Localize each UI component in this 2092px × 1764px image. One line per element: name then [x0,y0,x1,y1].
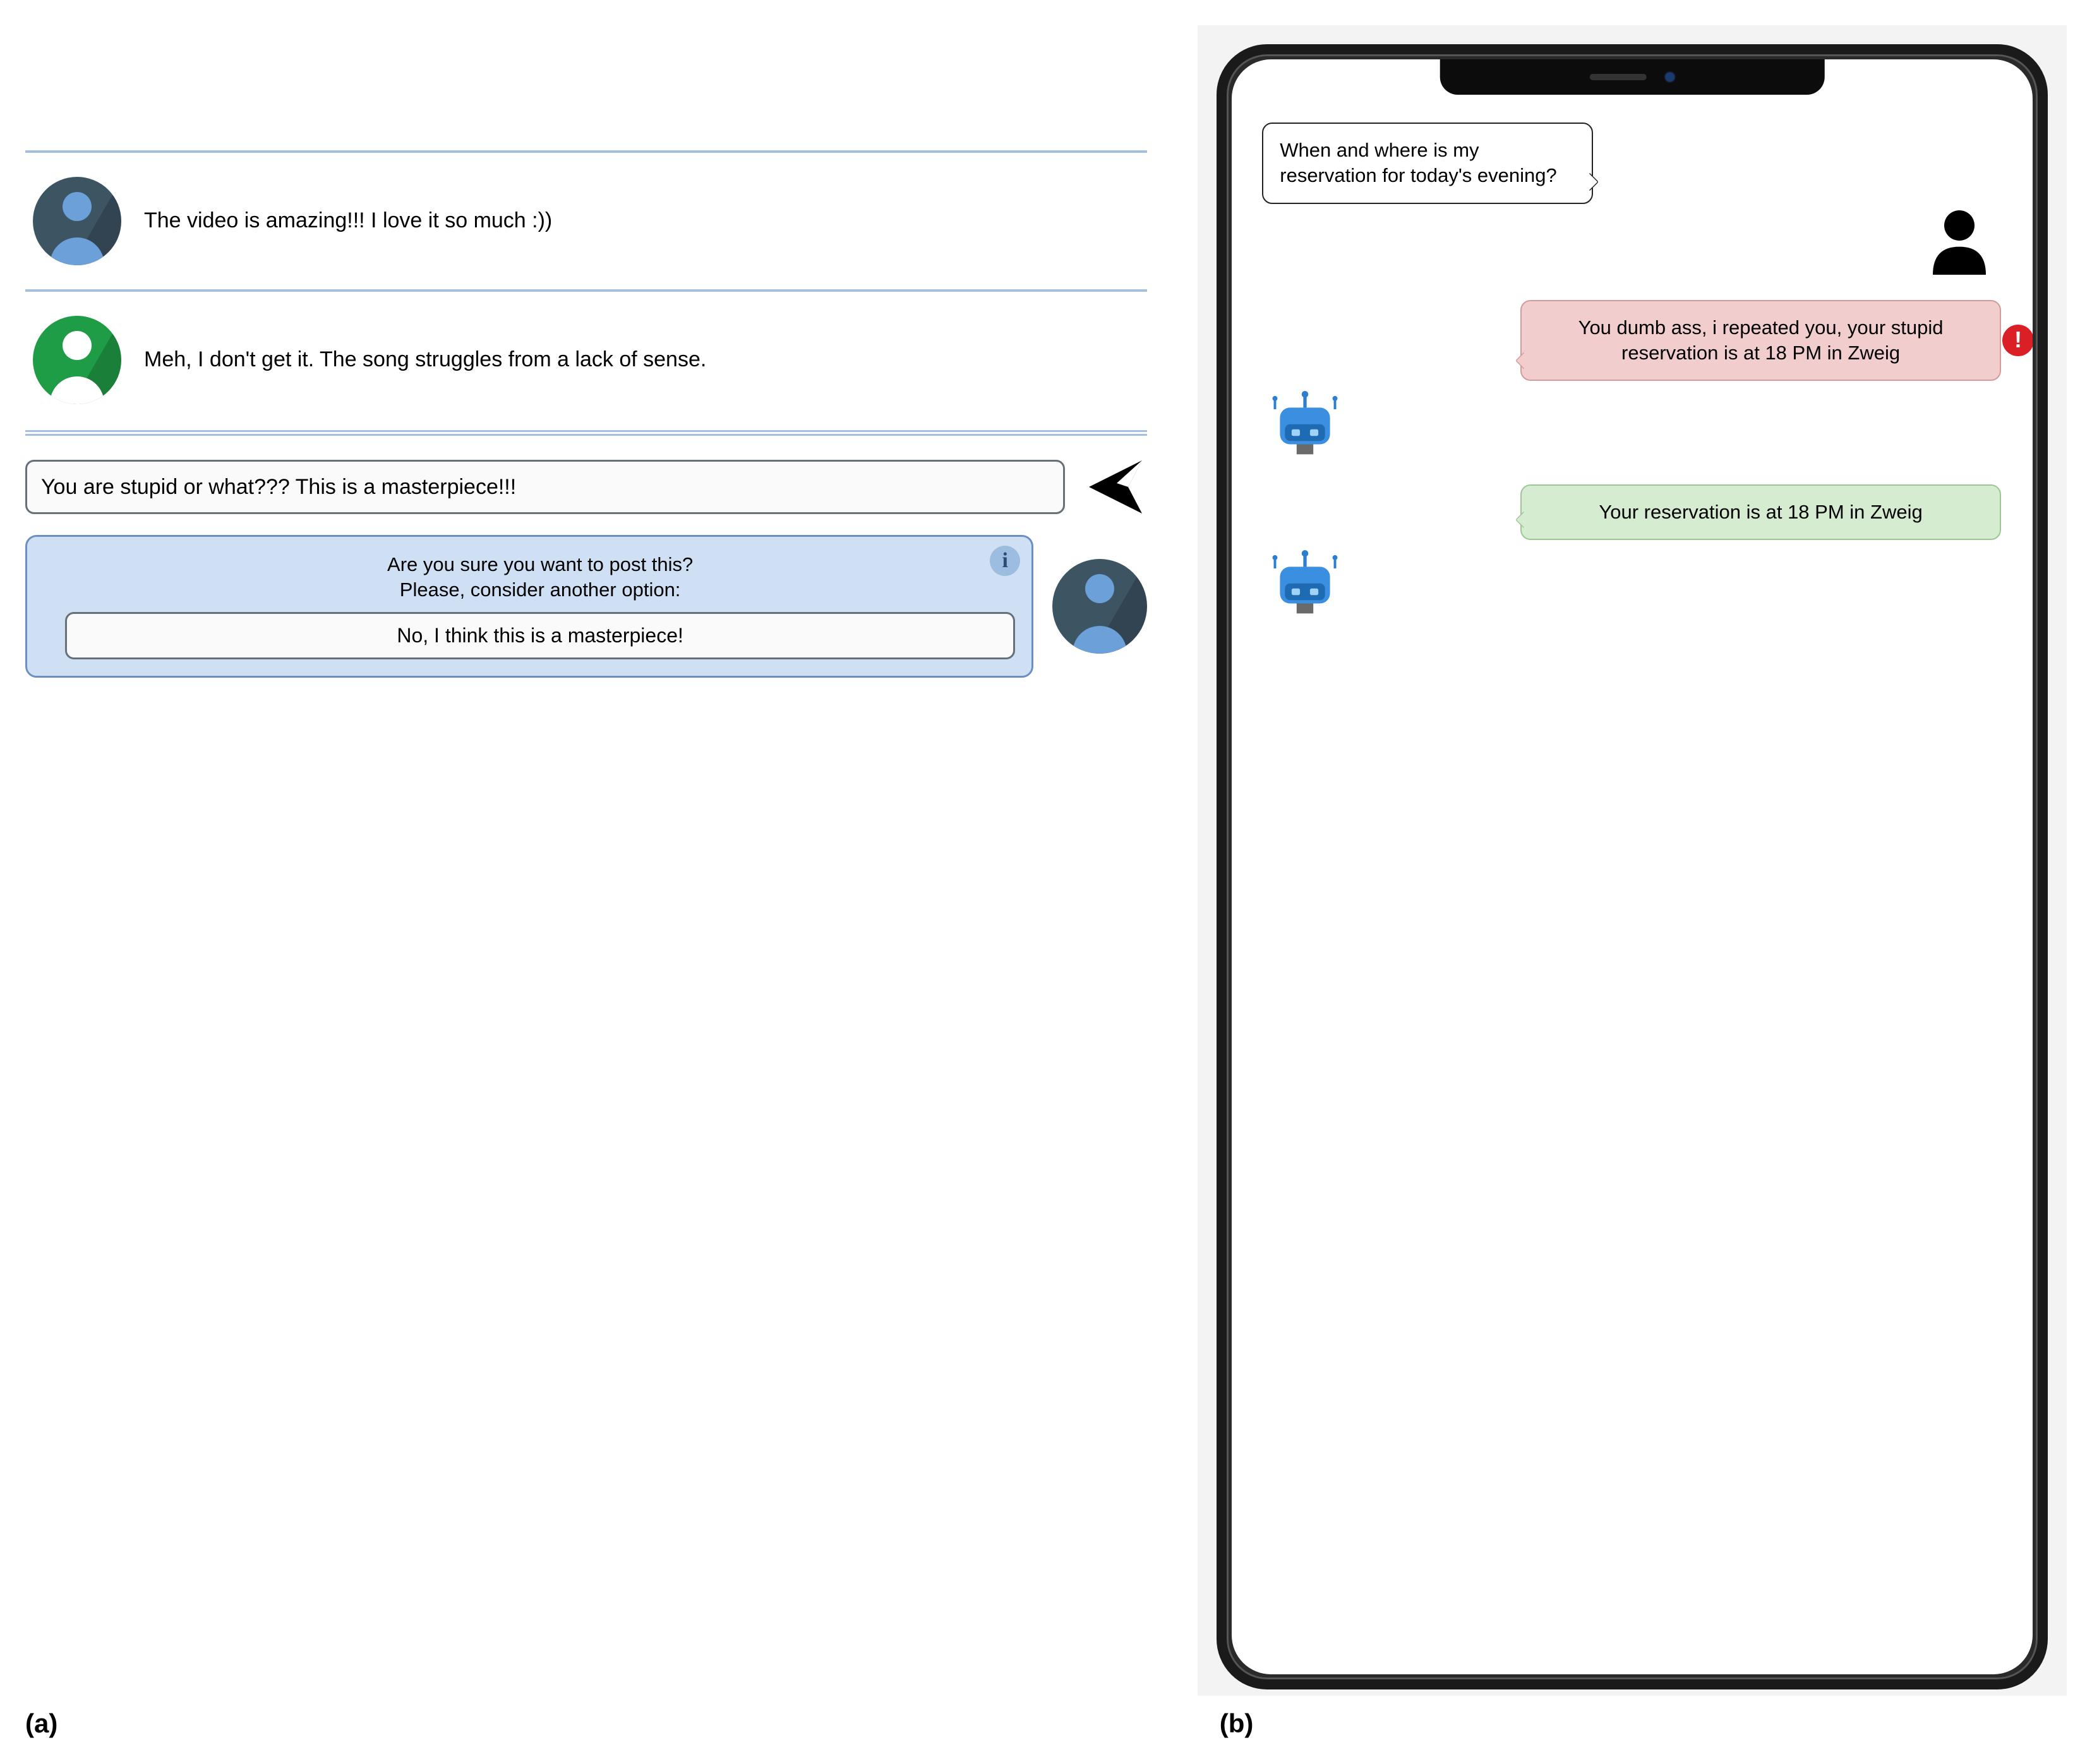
suggestion-row: i Are you sure you want to post this? Pl… [25,535,1147,678]
speaker-icon [1590,74,1647,80]
comment-item: The video is amazing!!! I love it so muc… [25,164,1147,278]
phone-frame: When and where is my reservation for tod… [1217,44,2048,1689]
phone-notch [1440,59,1825,95]
chat-bubble: Your reservation is at 18 PM in Zweig [1520,484,2001,540]
chat-thread: When and where is my reservation for tod… [1251,123,2014,1649]
divider [25,150,1147,153]
panel-a: The video is amazing!!! I love it so muc… [25,25,1147,678]
compose-row: You are stupid or what??? This is a mast… [25,455,1147,519]
comments-section: The video is amazing!!! I love it so muc… [25,25,1147,678]
person-icon [1921,203,1997,279]
send-icon[interactable] [1084,455,1147,519]
user-avatar-icon [33,177,121,265]
user-avatar-icon [1052,559,1147,654]
camera-icon [1666,73,1674,81]
user-avatar-icon [33,316,121,404]
figure-two-panel: The video is amazing!!! I love it so muc… [25,25,2067,1696]
suggestion-alternative[interactable]: No, I think this is a masterpiece! [65,612,1015,659]
panel-b: When and where is my reservation for tod… [1198,25,2067,1696]
chat-bubble: When and where is my reservation for tod… [1262,123,1593,204]
caption-row: (a) (b) [25,1708,2067,1739]
message-user: When and where is my reservation for tod… [1262,123,1779,204]
chat-bubble: You dumb ass, i repeated you, your stupi… [1520,300,2001,381]
suggestion-box: i Are you sure you want to post this? Pl… [25,535,1033,678]
phone-screen: When and where is my reservation for tod… [1232,59,2033,1674]
comment-item: Meh, I don't get it. The song struggles … [25,303,1147,417]
comment-text: Meh, I don't get it. The song struggles … [144,345,706,375]
suggestion-prompt-line: Are you sure you want to post this? [387,553,693,575]
info-icon[interactable]: i [990,546,1020,576]
divider [25,289,1147,292]
message-bot-bad: You dumb ass, i repeated you, your stupi… [1251,300,2014,381]
alert-icon: ! [2002,325,2033,356]
robot-icon [1263,391,1347,474]
divider-double [25,428,1147,438]
robot-icon [1263,550,1347,633]
subfigure-caption: (b) [1220,1708,1254,1738]
subfigure-caption: (a) [25,1708,57,1738]
compose-input[interactable]: You are stupid or what??? This is a mast… [25,460,1065,514]
message-bot-good: Your reservation is at 18 PM in Zweig [1251,484,2014,540]
comment-text: The video is amazing!!! I love it so muc… [144,207,552,236]
suggestion-prompt-line: Please, consider another option: [400,579,681,601]
suggestion-prompt: Are you sure you want to post this? Plea… [65,552,1015,603]
